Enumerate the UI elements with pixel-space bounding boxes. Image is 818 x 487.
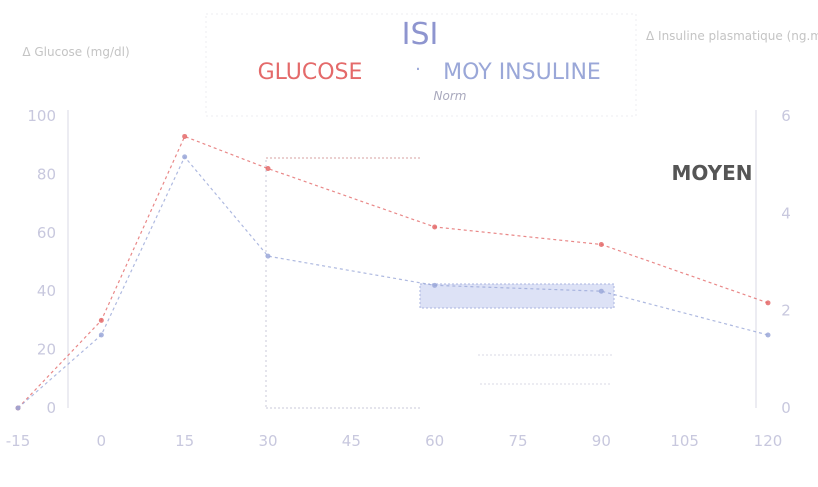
x-tick-label: 105 [670,432,699,450]
y-right-tick-label: 2 [781,302,791,320]
y-right-tick-label: 4 [781,204,791,222]
legend-sub-label: Norm [434,89,467,103]
y-left-tick-label: 20 [37,341,56,359]
series-line-2 [17,155,769,409]
series-point-2 [182,154,188,160]
x-tick-label: 0 [97,432,107,450]
y-left-tick-label: 0 [46,399,56,417]
x-tick-label: 45 [342,432,361,450]
inset-band [419,283,615,385]
x-tick-label: 90 [592,432,611,450]
x-tick-label: 75 [508,432,527,450]
right-side-text: MOYEN [671,161,752,185]
legend-separator: · [415,59,421,80]
series-point-2 [598,288,604,294]
x-tick-label: 15 [175,432,194,450]
y-left-ticks: 0 20 40 60 80 100 [27,107,56,417]
y-left-tick-label: 80 [37,165,56,183]
x-tick-label: 120 [754,432,783,450]
series-point-2 [432,282,438,288]
series-layer [15,133,771,411]
y-right-tick-label: 0 [781,399,791,417]
legend-insulin-label: MOY INSULINE [443,60,601,85]
series-point-2 [765,332,771,338]
series-point-2 [15,405,21,411]
x-tick-label: 30 [258,432,277,450]
series-point-1 [265,166,271,172]
y-right-ticks: 0 2 4 6 [781,107,791,417]
y-left-tick-label: 100 [27,107,56,125]
series-point-1 [182,133,188,139]
x-ticks: -15 0 15 30 45 60 75 90 105 120 [6,432,783,450]
legend: ISI GLUCOSE · MOY INSULINE Norm [205,13,637,117]
insulin-band [419,283,615,309]
series-point-2 [98,332,104,338]
x-tick-label: 60 [425,432,444,450]
right-axis-title-text: Δ Insuline plasmatique (ng.ml-1) [646,29,818,43]
left-axis-title: Δ Glucose (mg/dl) [22,45,129,59]
left-axis-title-text: Δ Glucose (mg/dl) [22,45,129,59]
legend-glucose-label: GLUCOSE [258,60,363,85]
x-tick-label: -15 [6,432,31,450]
y-right-tick-label: 6 [781,107,791,125]
series-point-2 [265,253,271,259]
axis-titles: Δ Glucose (mg/dl) Δ Insuline plasmatique… [22,29,818,185]
right-axis-title: Δ Insuline plasmatique (ng.ml-1) [646,29,818,43]
series-point-1 [432,224,438,230]
series-point-1 [98,317,104,323]
y-left-tick-label: 60 [37,224,56,242]
y-left-tick-label: 40 [37,282,56,300]
series-point-1 [765,300,771,306]
legend-box [205,13,637,117]
axes [67,110,757,409]
chart-title: ISI [402,17,439,52]
series-point-1 [598,241,604,247]
